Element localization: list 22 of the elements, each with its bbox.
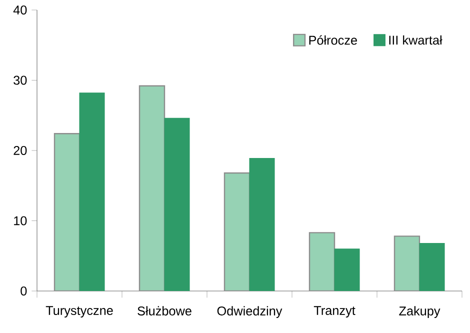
x-tick-label: Służbowe [138, 306, 192, 316]
x-tick-label: Zakupy [399, 306, 440, 318]
bar [54, 133, 80, 291]
x-tick-label: Tranzyt [314, 306, 356, 318]
bar [334, 248, 360, 291]
bar [138, 85, 166, 291]
bar [224, 172, 250, 291]
bar [164, 118, 190, 291]
legend-label: Półrocze [309, 35, 357, 45]
y-tick-label: 10 [14, 216, 27, 226]
bar [79, 92, 105, 291]
y-tick-label: 30 [14, 76, 27, 85]
bar [394, 236, 420, 291]
legend-label: III kwartał [389, 35, 442, 45]
bar [308, 232, 336, 291]
bar [249, 158, 275, 291]
x-tick-label: Turystyczne [46, 306, 113, 318]
bar [419, 242, 445, 291]
y-tick-label: 0 [20, 286, 27, 296]
x-tick-label: Odwiedziny [217, 306, 282, 318]
y-tick-label: 40 [13, 6, 27, 14]
y-tick-label: 20 [14, 146, 27, 155]
